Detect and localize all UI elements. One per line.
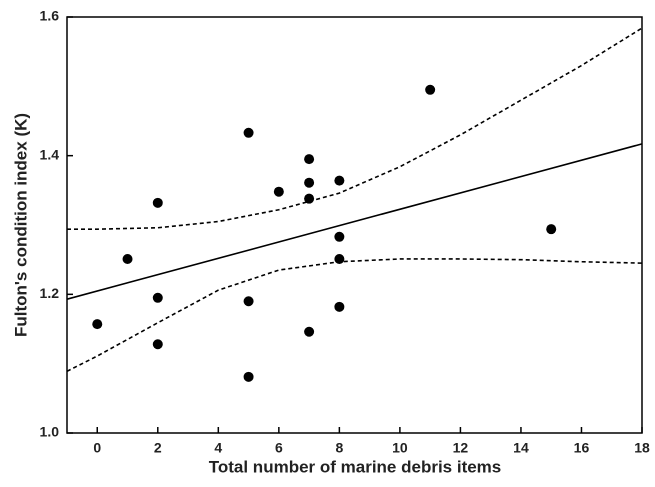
data-point [243, 127, 254, 138]
y-tick-label: 1.4 [40, 146, 60, 162]
x-tick-label: 18 [634, 440, 650, 456]
x-tick-label: 8 [335, 440, 343, 456]
ci-upper-line [67, 27, 643, 230]
data-point [304, 193, 315, 204]
x-tick-label: 14 [513, 440, 529, 456]
x-tick-label: 16 [574, 440, 590, 456]
data-point [152, 197, 163, 208]
x-tick-label: 2 [154, 440, 162, 456]
x-tick-label: 0 [93, 440, 101, 456]
data-point [334, 231, 345, 242]
y-tick-label: 1.6 [40, 8, 60, 24]
y-tick-label: 1.2 [40, 285, 60, 301]
x-axis-label: Total number of marine debris items [209, 457, 502, 476]
x-tick-label: 6 [275, 440, 283, 456]
data-point [243, 371, 254, 382]
data-point [425, 84, 436, 95]
y-axis-label: Fulton's condition index (K) [11, 113, 30, 337]
data-point [334, 301, 345, 312]
plot-frame [66, 16, 643, 434]
data-point [122, 253, 133, 264]
x-tick-label: 12 [453, 440, 469, 456]
data-point [546, 224, 557, 235]
data-point [304, 326, 315, 337]
data-point [334, 175, 345, 186]
data-point [304, 154, 315, 165]
data-point [92, 319, 103, 330]
data-point [273, 186, 284, 197]
y-tick-label: 1.0 [40, 424, 60, 440]
data-point [152, 339, 163, 350]
fit-line [66, 143, 643, 300]
data-point [334, 253, 345, 264]
data-point [152, 292, 163, 303]
data-point [243, 296, 254, 307]
x-tick-label: 4 [214, 440, 222, 456]
x-tick-label: 10 [392, 440, 408, 456]
data-point [304, 177, 315, 188]
